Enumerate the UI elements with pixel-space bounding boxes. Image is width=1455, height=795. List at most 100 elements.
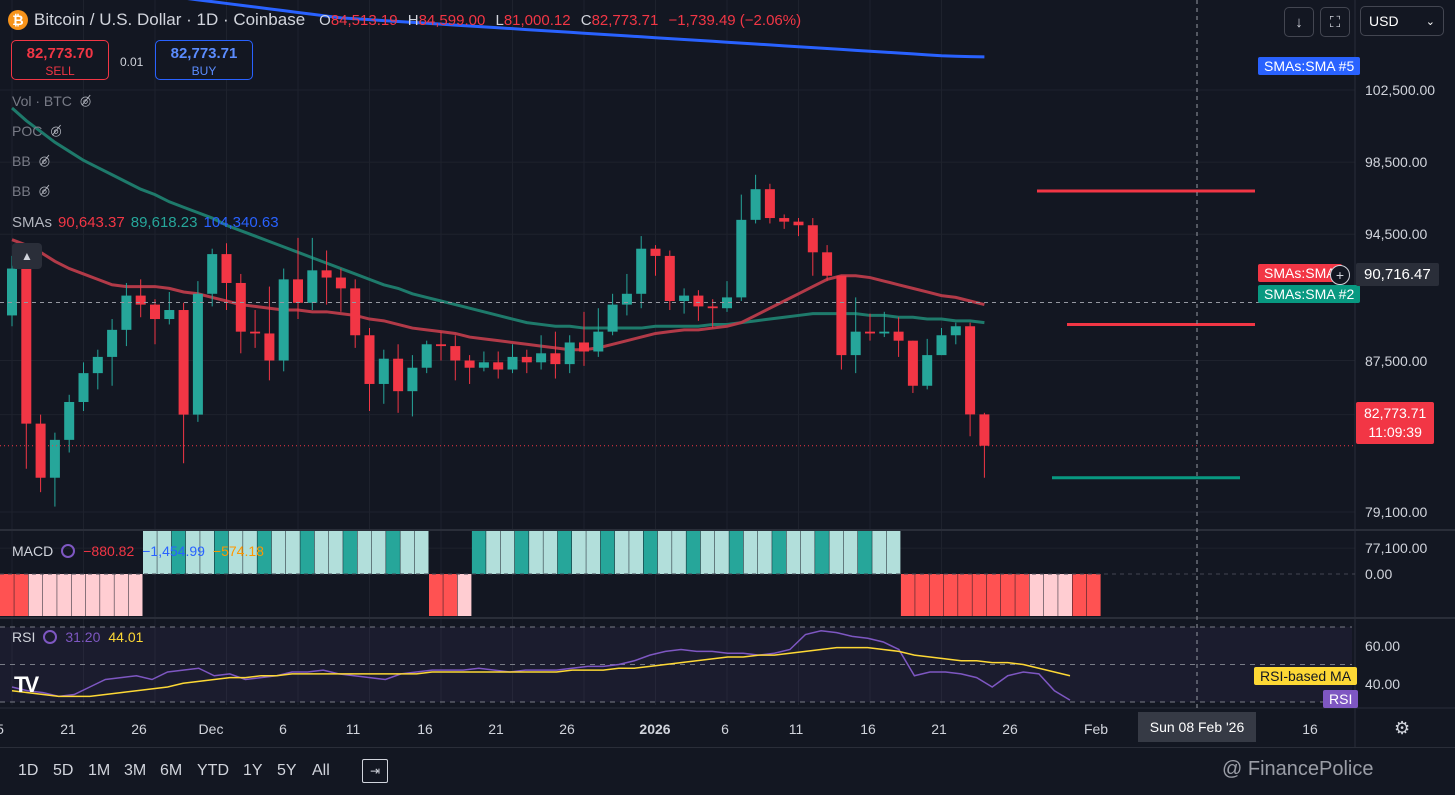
time-tick: 2026 — [639, 721, 671, 737]
candle — [92, 349, 103, 390]
candle-body — [979, 414, 990, 446]
candle-body — [421, 344, 432, 368]
macd-bar — [772, 531, 786, 574]
candle-body — [750, 189, 761, 220]
sma2-axis-label: SMAs:SMA #2 — [1258, 285, 1361, 303]
candle-body — [779, 218, 790, 222]
candle-body — [922, 355, 933, 386]
symbol-header: ₿ Bitcoin / U.S. Dollar · 1D · Coinbase … — [8, 8, 801, 32]
macd-bar — [643, 531, 658, 574]
macd-bar — [42, 574, 57, 616]
macd-legend[interactable]: MACD −880.82 −1,454.99 −574.18 — [12, 543, 264, 559]
add-plus-icon[interactable]: + — [1330, 265, 1350, 285]
eye-crossed-icon[interactable]: ◎̸ — [38, 153, 51, 168]
candle-body — [879, 331, 890, 334]
macd-bar — [314, 531, 329, 574]
candle — [722, 281, 732, 312]
indicator-bb-2[interactable]: BB ◎̸ — [12, 183, 50, 199]
indicator-bb[interactable]: BB ◎̸ — [12, 153, 50, 169]
candle — [436, 331, 446, 361]
macd-bar — [228, 531, 243, 574]
bitcoin-logo-icon: ₿ — [8, 10, 28, 30]
bar-countdown: 11:09:39 — [1368, 424, 1422, 440]
candle-body — [521, 356, 532, 363]
time-tick: 5 — [0, 721, 4, 737]
candle-body — [264, 333, 275, 361]
smas-legend[interactable]: SMAs 90,643.37 89,618.23 104,340.63 — [12, 214, 279, 231]
currency-select[interactable]: USD ⌄ — [1360, 6, 1444, 36]
candle-body — [150, 304, 160, 320]
indicator-name: BB — [12, 183, 31, 199]
eye-crossed-icon[interactable]: ◎̸ — [50, 123, 62, 138]
crosshair-lines — [0, 0, 1355, 708]
macd-bar — [800, 531, 815, 574]
candle — [564, 335, 575, 374]
macd-bar — [171, 531, 186, 574]
range-button-6m[interactable]: 6M — [160, 762, 183, 779]
macd-bar — [57, 574, 71, 616]
date-range-calendar-icon[interactable]: ⇥ — [362, 759, 388, 783]
crosshair-date-label: Sun 08 Feb '26 — [1138, 712, 1256, 742]
price-tick: 87,500.00 — [1365, 352, 1428, 369]
symbol-title[interactable]: Bitcoin / U.S. Dollar · 1D · Coinbase — [34, 10, 306, 29]
sell-button[interactable]: 82,773.70 SELL — [11, 40, 109, 80]
candle — [21, 246, 32, 469]
indicator-poc[interactable]: POC ◎̸ — [12, 123, 62, 139]
sma1-value: 90,643.37 — [58, 214, 125, 231]
range-button-5y[interactable]: 5Y — [277, 762, 297, 779]
range-button-5d[interactable]: 5D — [53, 762, 74, 779]
eye-crossed-icon[interactable]: ◎̸ — [38, 183, 51, 198]
candle — [850, 297, 861, 374]
buy-button[interactable]: 82,773.71 BUY — [155, 40, 253, 80]
candle-body — [836, 275, 847, 356]
range-button-1m[interactable]: 1M — [88, 762, 111, 779]
candlestick-series — [7, 174, 990, 507]
candle-body — [693, 295, 704, 307]
settings-gear-icon[interactable]: ⚙ — [1394, 718, 1411, 738]
time-tick: 11 — [345, 721, 361, 737]
range-button-1y[interactable]: 1Y — [243, 762, 263, 779]
candle-body — [293, 279, 303, 303]
candle — [893, 317, 904, 357]
candle — [936, 328, 947, 356]
candle — [965, 322, 976, 437]
candle-body — [950, 326, 961, 336]
collapse-legend-button[interactable]: ▲ — [12, 243, 42, 269]
candle-body — [21, 255, 32, 424]
range-button-1d[interactable]: 1D — [18, 762, 39, 779]
buy-label: BUY — [191, 64, 217, 78]
time-tick: 26 — [559, 721, 575, 737]
macd-bar — [271, 531, 286, 574]
range-button-all[interactable]: All — [312, 762, 330, 779]
macd-bar — [443, 574, 458, 616]
rsi-line — [11, 629, 1071, 701]
open-key: O — [319, 11, 331, 29]
time-tick: Dec — [198, 721, 224, 737]
candle — [478, 351, 489, 372]
eye-crossed-icon[interactable]: ◎̸ — [79, 93, 92, 108]
rsi-legend[interactable]: RSI 31.20 44.01 — [12, 629, 143, 645]
candle — [907, 340, 918, 393]
macd-bar — [843, 531, 858, 574]
candle — [264, 286, 275, 381]
time-tick: 16 — [1302, 721, 1318, 737]
candle — [150, 299, 160, 345]
candle — [579, 311, 589, 366]
macd-bar — [943, 574, 958, 616]
sma2-value: 89,618.23 — [130, 214, 198, 231]
macd-bar — [657, 531, 672, 574]
range-button-3m[interactable]: 3M — [124, 762, 147, 779]
candle-body — [364, 335, 375, 384]
tradingview-logo[interactable]: TV — [14, 672, 39, 697]
candle-body — [192, 293, 203, 415]
range-button-ytd[interactable]: YTD — [197, 762, 229, 779]
fullscreen-icon[interactable]: ⛶ — [1320, 7, 1350, 37]
download-arrow-icon[interactable]: ↓ — [1284, 7, 1314, 37]
macd-bar — [529, 531, 543, 574]
candle — [64, 394, 75, 453]
candle-body — [850, 331, 861, 356]
macd-bar — [786, 531, 801, 574]
indicator-volume[interactable]: Vol · BTC ◎̸ — [12, 93, 91, 109]
candle-body — [707, 306, 718, 309]
